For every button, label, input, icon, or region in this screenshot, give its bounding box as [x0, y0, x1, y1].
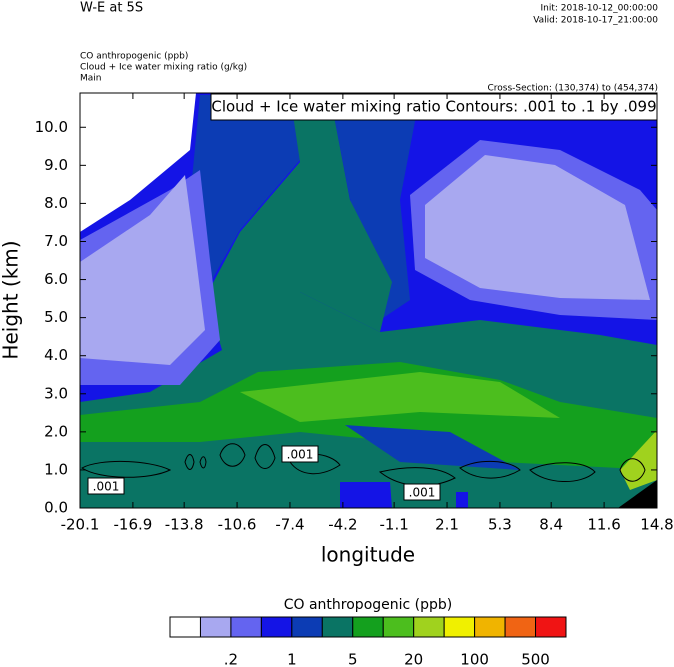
x-tick-label: -7.4	[275, 516, 304, 534]
region	[345, 425, 520, 470]
y-tick-label: 0.0	[44, 499, 68, 517]
colorbar-label: 5	[348, 651, 358, 667]
x-tick-label: 8.4	[539, 516, 563, 534]
x-tick-label: -16.9	[113, 516, 152, 534]
region	[340, 482, 392, 508]
x-axis-label: longitude	[321, 543, 415, 567]
colorbar-label: 100	[460, 651, 489, 667]
y-tick-label: 8.0	[44, 194, 68, 212]
y-tick-label: 3.0	[44, 384, 68, 402]
colorbar-box	[443, 616, 476, 638]
x-tick-label: 5.3	[488, 516, 512, 534]
x-tick-label: -20.1	[61, 516, 100, 534]
x-tick-label: 11.6	[587, 516, 620, 534]
contour-label: .001	[93, 480, 120, 494]
valid-time: Valid: 2018-10-17_21:00:00	[533, 16, 658, 26]
region	[205, 95, 392, 332]
init-time: Init: 2018-10-12_00:00:00	[540, 4, 658, 14]
colorbar-box	[535, 616, 567, 638]
terrain	[618, 480, 657, 508]
colorbar-box	[199, 616, 232, 638]
contour-label: .001	[409, 486, 436, 500]
y-tick-label: 1.0	[44, 460, 68, 478]
x-tick-label: 2.1	[435, 516, 459, 534]
x-tick-label: -10.6	[218, 516, 257, 534]
colorbar-box	[413, 616, 445, 638]
y-tick-label: 9.0	[44, 156, 68, 174]
y-tick-label: 10.0	[35, 118, 68, 136]
y-tick-label: 5.0	[44, 308, 68, 326]
x-tick-label: -4.2	[328, 516, 357, 534]
contour-info: Cloud + Ice water mixing ratio Contours:…	[211, 98, 656, 116]
x-tick-label: -1.1	[379, 516, 408, 534]
field-label: CO anthropogenic (ppb)	[80, 52, 188, 62]
colorbar-title: CO anthropogenic (ppb)	[284, 597, 453, 613]
y-tick-label: 4.0	[44, 346, 68, 364]
field-label: Cloud + Ice water mixing ratio (g/kg)	[80, 63, 247, 73]
field	[80, 93, 657, 508]
colorbar-box	[169, 616, 201, 638]
chart-title: W-E at 5S	[80, 1, 143, 16]
region	[240, 372, 560, 422]
contour-line	[81, 443, 646, 487]
colorbar-box	[504, 616, 537, 638]
colorbar-label: 20	[404, 651, 423, 667]
colorbar-box	[382, 616, 415, 638]
x-tick-label: 14.8	[640, 516, 673, 534]
plot-frame	[79, 92, 658, 509]
region	[456, 492, 468, 508]
colorbar-box	[291, 616, 323, 638]
contour-label: .001	[287, 448, 314, 462]
contour-label-box	[87, 477, 125, 495]
cross-section: Cross-Section: (130,374) to (454,374)	[488, 84, 659, 94]
y-tick-label: 2.0	[44, 422, 68, 440]
y-tick-label: 6.0	[44, 270, 68, 288]
contour-label-box	[403, 483, 441, 501]
contour-info-box	[210, 93, 658, 121]
colorbar-box	[260, 616, 293, 638]
region	[330, 95, 420, 320]
contour-label-box	[281, 445, 319, 463]
y-tick-label: 7.0	[44, 232, 68, 250]
y-axis-label: Height (km)	[0, 240, 23, 359]
colorbar-box	[474, 616, 506, 638]
colorbar-label: 500	[521, 651, 550, 667]
colorbar-box	[230, 616, 262, 638]
colorbar-label: 1	[287, 651, 297, 667]
x-tick-label: -13.8	[165, 516, 204, 534]
colorbar-label: .2	[224, 651, 238, 667]
region	[80, 93, 196, 232]
region	[80, 175, 205, 365]
colorbar-box	[321, 616, 354, 638]
colorbar-box	[352, 616, 384, 638]
field-label: Main	[80, 74, 102, 84]
region	[180, 95, 300, 292]
region	[425, 155, 650, 300]
